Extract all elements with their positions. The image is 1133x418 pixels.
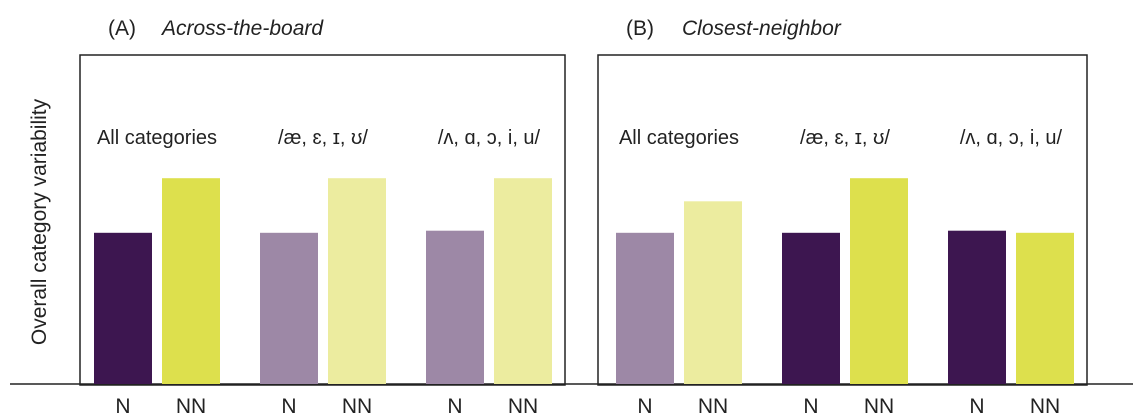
y-axis-label: Overall category variability: [28, 98, 51, 345]
x-tick-label: NN: [176, 395, 206, 418]
panel-frame: [597, 54, 1088, 386]
x-tick-label: N: [281, 395, 296, 418]
bar-nn: [850, 178, 908, 384]
panel-title: Across-the-board: [160, 17, 324, 40]
x-tick-label: NN: [342, 395, 372, 418]
x-tick-label: NN: [1030, 395, 1060, 418]
group-label: /ʌ, ɑ, ɔ, i, u/: [438, 127, 541, 149]
bar-nn: [684, 201, 742, 384]
panel-letter: (A): [108, 17, 136, 40]
group-label: /æ, ɛ, ɪ, ʊ/: [800, 127, 890, 149]
panel-title: Closest-neighbor: [682, 17, 842, 40]
x-tick-label: N: [115, 395, 130, 418]
bar-nn: [1016, 232, 1074, 384]
panel-letter: (B): [626, 17, 654, 40]
bar-n: [426, 230, 484, 384]
x-tick-label: N: [969, 395, 984, 418]
bar-n: [948, 230, 1006, 384]
bar-nn: [328, 178, 386, 384]
x-tick-label: N: [447, 395, 462, 418]
panel-frame: [79, 54, 566, 386]
group-label: All categories: [97, 127, 217, 149]
bar-n: [260, 232, 318, 384]
group-label: /æ, ɛ, ɪ, ʊ/: [278, 127, 368, 149]
x-tick-label: N: [637, 395, 652, 418]
group-label: /ʌ, ɑ, ɔ, i, u/: [960, 127, 1063, 149]
bar-n: [782, 232, 840, 384]
bar-nn: [494, 178, 552, 384]
x-tick-label: NN: [864, 395, 894, 418]
bar-nn: [162, 178, 220, 384]
bar-n: [616, 232, 674, 384]
group-label: All categories: [619, 127, 739, 149]
x-tick-label: NN: [508, 395, 538, 418]
bar-n: [94, 232, 152, 384]
x-tick-label: NN: [698, 395, 728, 418]
x-tick-label: N: [803, 395, 818, 418]
